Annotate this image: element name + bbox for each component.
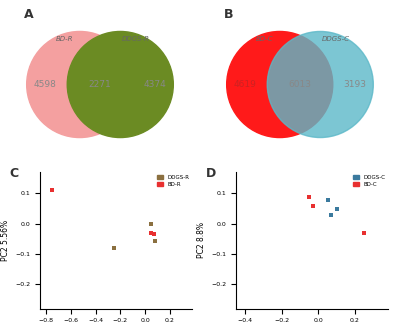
Y-axis label: PC2 8.8%: PC2 8.8%: [196, 223, 206, 258]
Circle shape: [227, 32, 333, 137]
Legend: DDGS-C, BD-C: DDGS-C, BD-C: [353, 175, 385, 187]
Text: 2271: 2271: [89, 80, 111, 89]
Text: DDGS-R: DDGS-R: [122, 36, 150, 42]
Text: C: C: [10, 167, 19, 180]
Text: BD-C: BD-C: [255, 36, 273, 42]
Text: A: A: [24, 8, 33, 21]
Text: 4598: 4598: [34, 80, 57, 89]
Text: 4619: 4619: [234, 80, 257, 89]
Text: 6013: 6013: [288, 80, 312, 89]
Text: 3193: 3193: [343, 80, 366, 89]
Circle shape: [267, 32, 373, 137]
Circle shape: [67, 32, 173, 137]
Text: BD-R: BD-R: [55, 36, 73, 42]
Text: 4374: 4374: [143, 80, 166, 89]
Text: D: D: [206, 167, 216, 180]
Y-axis label: PC2 5.56%: PC2 5.56%: [0, 220, 10, 261]
Text: B: B: [224, 8, 233, 21]
Circle shape: [27, 32, 133, 137]
Legend: DDGS-R, BD-R: DDGS-R, BD-R: [157, 175, 189, 187]
Text: DDGS-C: DDGS-C: [322, 36, 350, 42]
